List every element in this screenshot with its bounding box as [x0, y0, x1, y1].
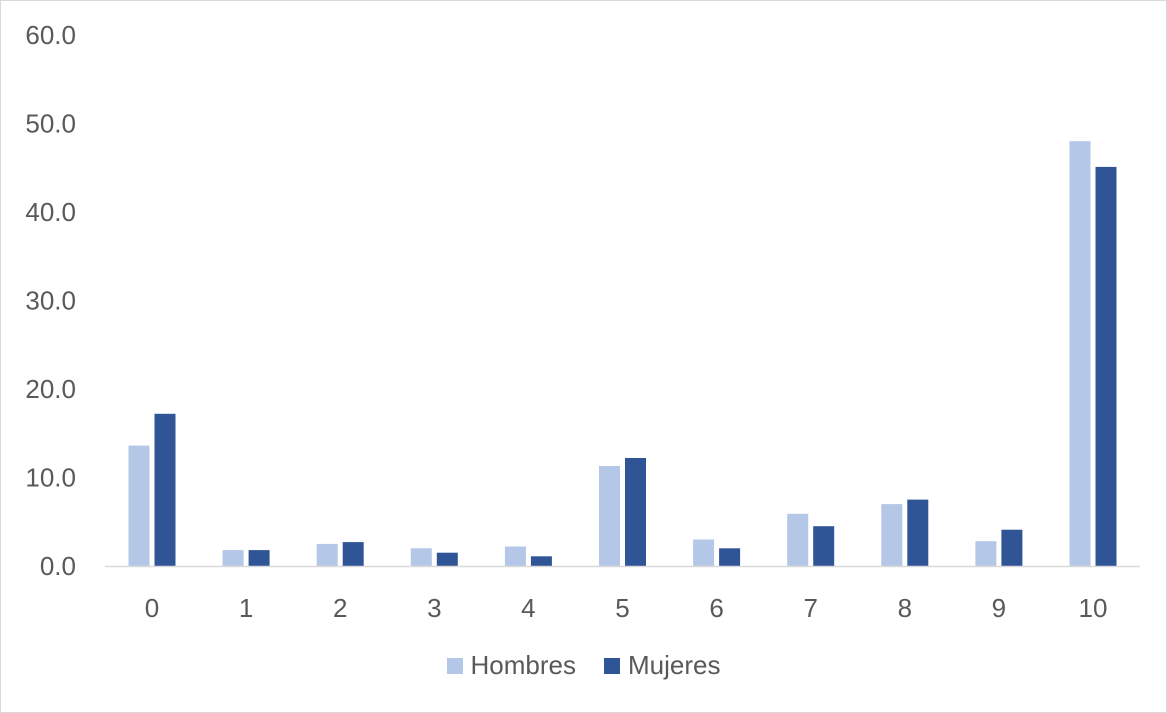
y-tick-label: 0.0 [40, 551, 76, 581]
legend-item-mujeres: Mujeres [604, 650, 720, 681]
y-tick-label: 50.0 [25, 109, 76, 139]
x-tick-label: 6 [709, 593, 723, 623]
x-tick-label: 9 [992, 593, 1006, 623]
x-tick-label: 2 [333, 593, 347, 623]
x-axis-tick-labels: 0 1 2 3 4 5 6 7 8 9 10 [145, 593, 1108, 623]
y-axis-tick-labels: 0.0 10.0 20.0 30.0 40.0 50.0 60.0 [25, 20, 76, 581]
x-tick-label: 1 [239, 593, 253, 623]
bar-mujeres-1 [248, 550, 270, 566]
bars-group [128, 141, 1117, 566]
x-tick-label: 5 [615, 593, 629, 623]
bar-hombres-4 [504, 546, 526, 566]
bar-mujeres-10 [1095, 166, 1117, 566]
legend-label-mujeres: Mujeres [628, 650, 721, 680]
legend-item-hombres: Hombres [446, 650, 576, 681]
bar-hombres-9 [975, 541, 997, 566]
bar-mujeres-2 [342, 542, 364, 566]
x-tick-label: 4 [521, 593, 535, 623]
bar-mujeres-8 [907, 499, 929, 566]
bar-mujeres-7 [813, 526, 835, 566]
bar-hombres-8 [881, 504, 903, 566]
bar-hombres-1 [222, 550, 244, 566]
x-tick-label: 10 [1079, 593, 1108, 623]
y-tick-label: 20.0 [25, 374, 76, 404]
legend-swatch-mujeres [604, 657, 620, 674]
x-tick-label: 8 [898, 593, 912, 623]
legend: Hombres Mujeres [0, 650, 1167, 681]
x-tick-label: 3 [427, 593, 441, 623]
y-tick-label: 60.0 [25, 20, 76, 50]
bar-mujeres-9 [1001, 529, 1023, 566]
bar-mujeres-3 [436, 552, 458, 566]
bar-mujeres-0 [154, 413, 176, 566]
x-tick-label: 0 [145, 593, 159, 623]
bar-hombres-2 [316, 543, 338, 566]
bar-mujeres-4 [530, 556, 552, 566]
bar-hombres-5 [599, 466, 620, 566]
legend-swatch-hombres [446, 657, 463, 674]
y-tick-label: 40.0 [25, 197, 76, 227]
x-tick-label: 7 [803, 593, 817, 623]
bar-hombres-3 [410, 548, 432, 566]
y-tick-label: 10.0 [25, 463, 76, 493]
bar-mujeres-5 [625, 458, 646, 566]
legend-label-hombres: Hombres [470, 650, 576, 680]
bar-hombres-7 [787, 513, 809, 566]
bar-hombres-0 [128, 445, 150, 566]
bar-mujeres-6 [719, 548, 741, 566]
bar-hombres-6 [693, 539, 715, 566]
bar-hombres-10 [1069, 141, 1091, 566]
y-tick-label: 30.0 [25, 286, 76, 316]
